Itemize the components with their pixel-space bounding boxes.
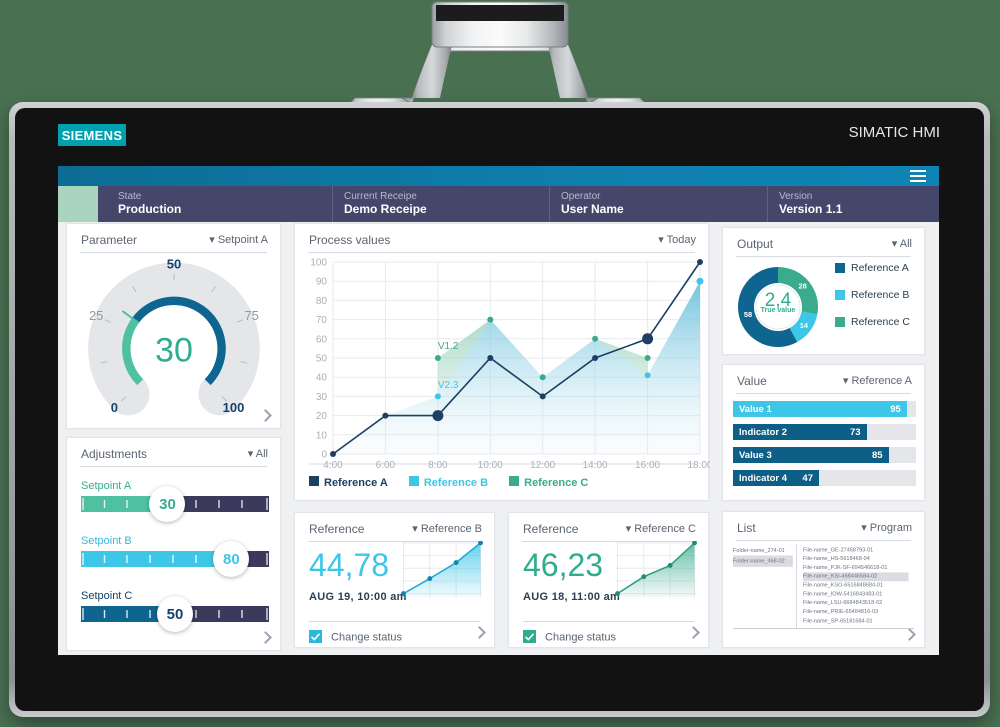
svg-text:V2.3: V2.3 [438,380,459,391]
svg-text:14: 14 [800,321,809,330]
svg-text:4:00: 4:00 [323,460,343,471]
svg-text:90: 90 [316,277,328,288]
svg-text:50: 50 [167,256,181,271]
svg-text:75: 75 [244,308,258,323]
svg-text:100: 100 [310,258,327,269]
svg-text:50: 50 [316,354,328,365]
svg-text:100: 100 [223,400,245,415]
svg-text:30: 30 [316,392,328,403]
svg-text:0: 0 [321,450,327,461]
svg-text:25: 25 [89,308,103,323]
svg-text:60: 60 [316,334,328,345]
svg-text:14:00: 14:00 [583,460,608,471]
svg-text:40: 40 [316,373,328,384]
svg-text:10:00: 10:00 [478,460,503,471]
svg-text:20: 20 [316,411,328,422]
svg-text:16:00: 16:00 [635,460,660,471]
svg-text:6:00: 6:00 [376,460,396,471]
svg-text:80: 80 [316,296,328,307]
svg-text:0: 0 [111,400,118,415]
svg-text:10: 10 [316,430,328,441]
svg-text:18:00: 18:00 [687,460,710,471]
svg-text:V1.2: V1.2 [438,341,459,352]
svg-text:70: 70 [316,315,328,326]
svg-text:30: 30 [155,332,193,370]
svg-text:8:00: 8:00 [428,460,448,471]
svg-text:12:00: 12:00 [530,460,555,471]
